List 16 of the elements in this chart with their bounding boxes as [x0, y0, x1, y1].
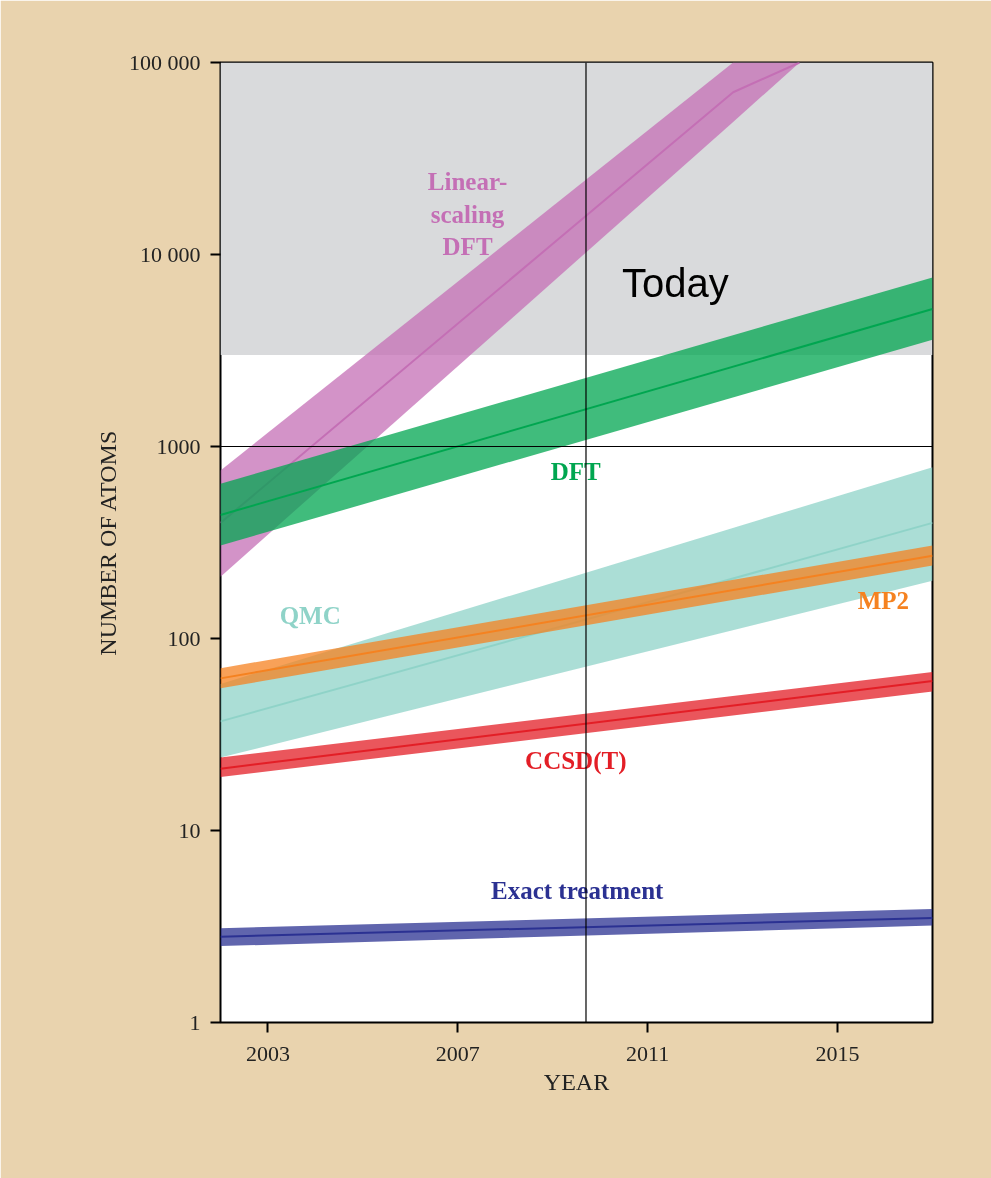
y-tick-label: 1: [189, 1010, 201, 1035]
y-tick-label: 10: [178, 818, 201, 843]
x-axis-title: YEAR: [543, 1068, 610, 1095]
ref-line-label: Today: [621, 261, 729, 306]
y-axis-title: NUMBER OF ATOMS: [95, 430, 121, 656]
x-tick-label: 2011: [626, 1040, 670, 1066]
y-tick-label: 100: [167, 626, 201, 651]
x-tick-label: 2007: [435, 1040, 480, 1066]
series-label: MP2: [857, 586, 910, 614]
x-tick-label: 2015: [815, 1040, 860, 1066]
text: QMC: [279, 601, 341, 629]
y-tick-label: 1000: [156, 434, 201, 459]
x-tick-label: 2003: [245, 1040, 290, 1066]
y-tick-label: 100 000: [129, 50, 201, 75]
series-label: Linear- scaling DFT: [427, 168, 508, 261]
y-tick-label: 10 000: [140, 242, 201, 267]
